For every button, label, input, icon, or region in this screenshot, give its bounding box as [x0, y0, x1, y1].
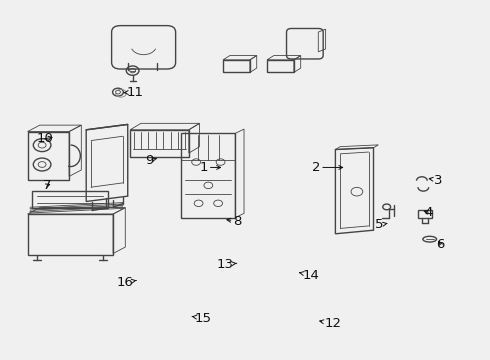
- Text: 4: 4: [424, 206, 432, 219]
- Text: 16: 16: [117, 276, 137, 289]
- Text: 3: 3: [429, 174, 442, 186]
- Text: 14: 14: [299, 269, 319, 282]
- Text: 8: 8: [227, 215, 242, 228]
- Text: 15: 15: [192, 311, 212, 325]
- Text: 10: 10: [36, 132, 53, 145]
- Text: 5: 5: [375, 218, 387, 231]
- Text: 6: 6: [436, 238, 444, 251]
- Text: 11: 11: [123, 86, 144, 99]
- Text: 1: 1: [199, 161, 220, 174]
- Text: 13: 13: [217, 258, 237, 271]
- Text: 9: 9: [146, 154, 157, 167]
- Text: 2: 2: [312, 161, 343, 174]
- Text: 12: 12: [320, 317, 342, 330]
- Text: 7: 7: [43, 179, 51, 192]
